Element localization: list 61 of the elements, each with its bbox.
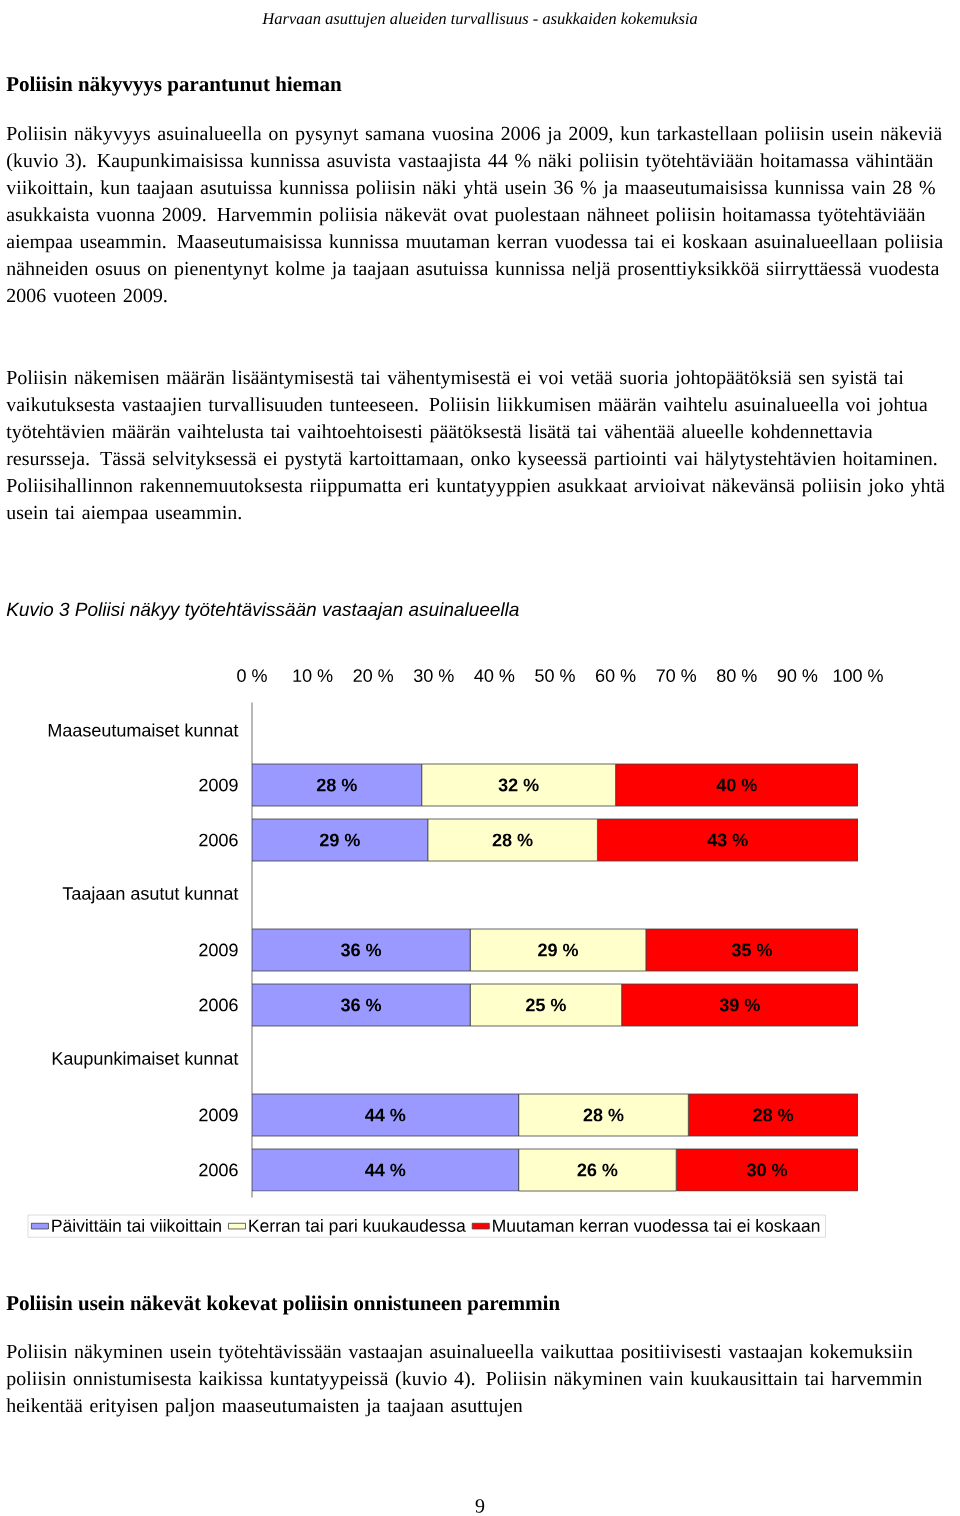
x-tick-label: 100 % — [833, 669, 883, 682]
y-tick-label: Kaupunkimaiset kunnat — [52, 1051, 239, 1069]
bar — [252, 983, 471, 1027]
data-label: 32 % — [498, 778, 539, 792]
data-label: 29 % — [319, 833, 360, 847]
bar — [615, 763, 858, 807]
y-tick-label: 2006 — [199, 833, 238, 847]
data-label: 43 % — [707, 833, 748, 847]
y-tick-label: 2006 — [199, 998, 238, 1012]
legend-label: Muutaman kerran vuodessa tai ei koskaan — [493, 1219, 820, 1232]
bar — [252, 1093, 520, 1137]
y-tick-label: Maaseutumaiset kunnat — [48, 723, 239, 737]
data-label: 36 % — [340, 943, 382, 957]
bar — [687, 1093, 858, 1137]
data-label: 26 % — [577, 1163, 618, 1177]
data-label: 44 % — [365, 1108, 406, 1122]
y-tick-label: 2009 — [199, 1108, 238, 1122]
data-label: 44 % — [365, 1163, 406, 1177]
data-label: 28 % — [492, 833, 533, 847]
data-label: 28 % — [316, 778, 357, 792]
x-tick-label: 50 % — [535, 669, 575, 682]
data-label: 35 % — [731, 943, 772, 957]
data-label: 40 % — [716, 778, 757, 792]
bar — [252, 1148, 520, 1192]
text: Harvaan asuttujen alueiden turvallisuus - asukkaiden kokemuksia — [262, 12, 698, 28]
x-tick-label: 20 % — [353, 669, 394, 682]
x-tick-label: 10 % — [293, 669, 333, 682]
data-label: 29 % — [538, 943, 579, 957]
text: 9 — [475, 1499, 485, 1513]
x-tick-label: 80 % — [717, 669, 757, 682]
data-label: 30 % — [746, 1163, 788, 1177]
text: Poliisin usein näkevät kokevat poliisin onnistuneen paremmin — [6, 1295, 560, 1315]
data-label: 36 % — [340, 998, 382, 1012]
bar — [645, 928, 858, 972]
x-tick-label: 0 % — [237, 669, 267, 682]
bar — [252, 763, 423, 807]
y-tick-label: 2009 — [199, 943, 238, 957]
bar — [621, 983, 858, 1027]
bar — [597, 818, 858, 862]
chart-title: Kuvio 3 Poliisi näkyy työtehtävissään vastaajan asuinalueella — [6, 602, 519, 620]
data-label: 28 % — [753, 1108, 794, 1122]
text: Poliisin näkyvyys asuinalueella on pysynyt samana vuosina 2006 ja 2009, kun tarkastellaan poliisin usein näkeviä (kuvio 3). Kaupunkimaisissa kunnissa asuvista vastaajista 44 % näki poliisin työtehtäviään hoitamassa vähintään viikoittain, kun taajaan asutuissa kunnissa poliisin näki yhtä usein 36 % ja maaseutumaisissa kunnissa vain 28 % asukkaista vuonna 2009. Harvemmin poliisia näkevät ovat puolestaan nähneet poliisin hoitamassa työtehtäviään aiempaa useammin. Maaseutumaisissa kunnissa muutaman kerran vuodessa tai ei koskaan asuinalueellaan poliisia nähneiden osuus on pienentynyt kolme ja taajaan asutuissa kunnissa neljä prosenttiyksikköä siirryttäessä vuodesta 2006 vuoteen 2009. — [6, 126, 943, 303]
x-tick-label: 90 % — [777, 669, 818, 682]
y-tick-label: 2006 — [199, 1163, 238, 1177]
x-tick-label: 40 % — [474, 669, 515, 682]
legend-label: Kerran tai pari kuukaudessa — [249, 1219, 466, 1236]
data-label: 39 % — [719, 998, 760, 1012]
y-tick-label: Taajaan asutut kunnat — [62, 886, 239, 904]
data-label: 28 % — [583, 1108, 624, 1122]
x-tick-label: 70 % — [656, 669, 697, 682]
bar — [252, 928, 471, 972]
bar — [675, 1148, 858, 1192]
y-tick-label: 2009 — [199, 778, 238, 792]
text: Poliisin näkyminen usein työtehtävissään vastaajan asuinalueella vaikuttaa positiivisesti vastaajan kokemuksiin poliisin onnistumisesta kaikissa kuntatyypeissä (kuvio 4). Poliisin näkyminen vain kuukausittain tai harvemmin heikentää erityisen paljon maaseutumaisten ja taajaan asuttujen — [6, 1344, 922, 1417]
bar — [252, 818, 429, 862]
text: Poliisin näkyvyys parantunut hieman — [6, 76, 342, 96]
text: Poliisin näkemisen määrän lisääntymisestä tai vähentymisestä ei voi vetää suoria johtopäätöksiä sen syistä tai vaikutuksesta vastaajien turvallisuuden tunteeseen. Poliisin liikkumisen määrän vaihtelu asuinalueella voi johtua työtehtävien määrän vaihtelusta tai vaihtoehtoisesti päätöksestä lisätä tai vähentää alueelle kohdennettavia resursseja. Tässä selvityksessä ei pystytä kartoittamaan, onko kyseessä partiointi vai hälytystehtävien hoitaminen. Poliisihallinnon rakennemuutoksesta riippumatta eri kuntatyyppien asukkaat arvioivat näkevänsä poliisin joko yhtä usein tai aiempaa useammin. — [6, 370, 945, 524]
legend-label: Päivittäin tai viikoittain — [52, 1219, 221, 1232]
x-tick-label: 30 % — [413, 669, 454, 682]
x-tick-label: 60 % — [595, 669, 636, 682]
data-label: 25 % — [526, 998, 566, 1012]
